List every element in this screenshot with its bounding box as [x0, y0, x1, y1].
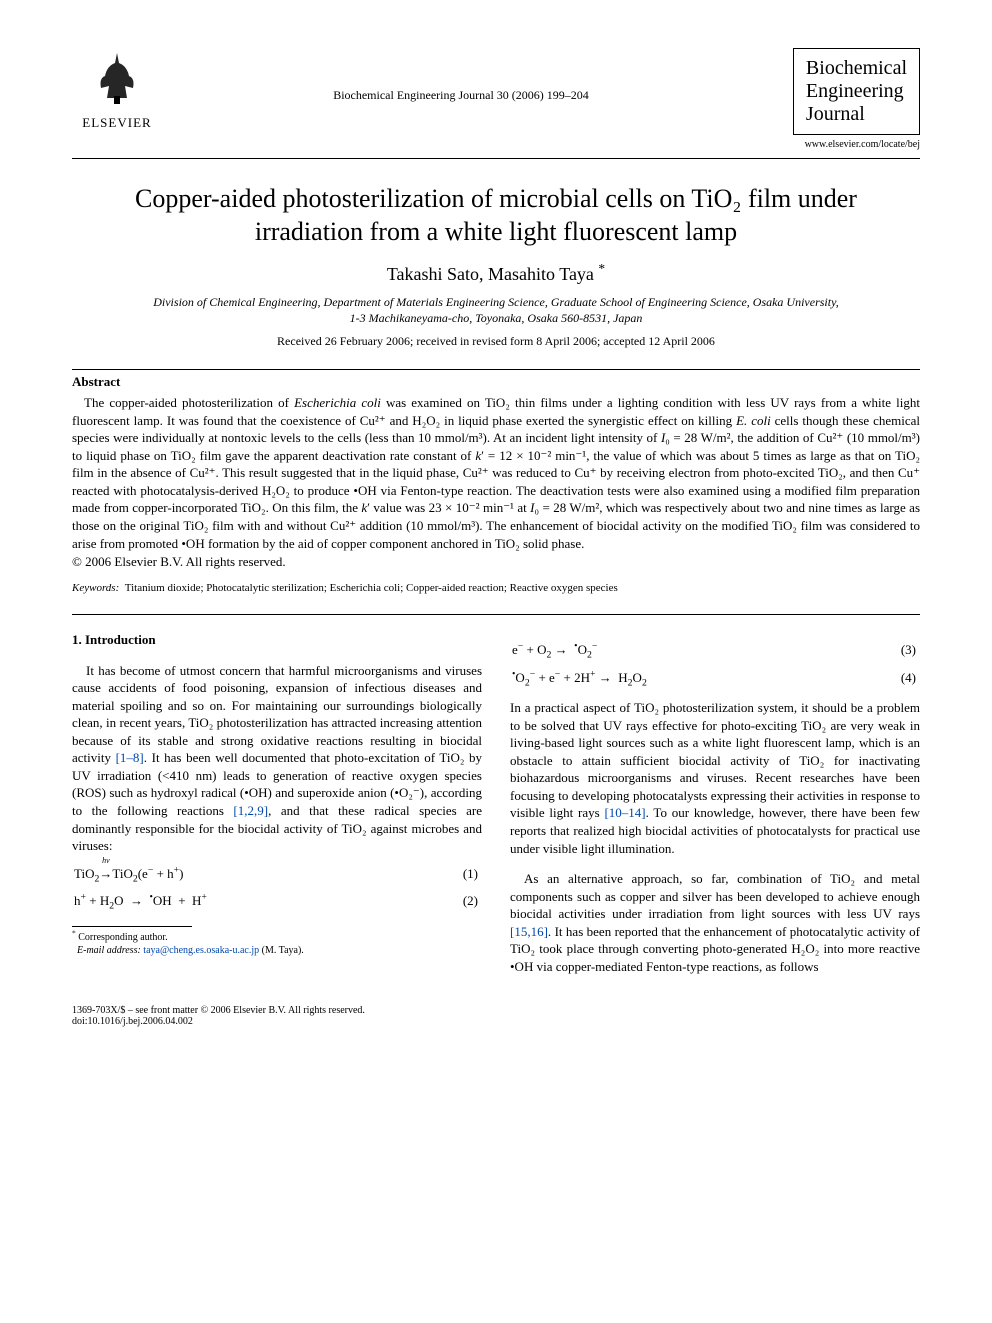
journal-reference: Biochemical Engineering Journal 30 (2006… [162, 88, 760, 103]
corresponding-footnote: * Corresponding author. E-mail address: … [72, 931, 482, 957]
left-column: 1. Introduction It has become of utmost … [72, 631, 482, 975]
email-address[interactable]: taya@cheng.es.osaka-u.ac.jp [143, 945, 259, 956]
equation-2-body: h+ + H2O → •OH + H+ [72, 892, 207, 910]
elsevier-tree-icon [87, 48, 147, 108]
journal-box-line3: Journal [806, 103, 865, 125]
journal-box-title: Biochemical Engineering Journal [793, 48, 920, 135]
footnote-rule [72, 926, 192, 927]
horizontal-rule [72, 158, 920, 159]
intro-paragraph-2: In a practical aspect of TiO₂ photosteri… [510, 699, 920, 857]
article-title: Copper-aided photosterilization of micro… [132, 183, 860, 248]
publisher-name: ELSEVIER [72, 115, 162, 131]
equation-4-body: •O2− + e− + 2H+ → H2O2 [510, 669, 647, 687]
page-footer: 1369-703X/$ – see front matter © 2006 El… [72, 1005, 920, 1027]
equation-3: e− + O2 → •O2− (3) [510, 641, 920, 659]
email-label: E-mail address: [77, 945, 141, 956]
right-column: e− + O2 → •O2− (3) •O2− + e− + 2H+ → H2O… [510, 631, 920, 975]
corresponding-marker: * [598, 261, 605, 276]
section-1-heading: 1. Introduction [72, 631, 482, 649]
keywords-label: Keywords: [72, 582, 119, 594]
journal-url: www.elsevier.com/locate/bej [760, 139, 920, 150]
intro-paragraph-1: It has become of utmost concern that har… [72, 662, 482, 855]
horizontal-rule [72, 614, 920, 615]
equation-4-number: (4) [901, 669, 920, 687]
header-row: ELSEVIER Biochemical Engineering Journal… [72, 48, 920, 150]
equation-3-body: e− + O2 → •O2− [510, 641, 597, 659]
journal-brand-box: Biochemical Engineering Journal www.else… [760, 48, 920, 150]
publisher-logo: ELSEVIER [72, 48, 162, 131]
keywords: Keywords: Titanium dioxide; Photocatalyt… [72, 582, 920, 594]
abstract-copyright: © 2006 Elsevier B.V. All rights reserved… [72, 554, 920, 570]
footer-line-2: doi:10.1016/j.bej.2006.04.002 [72, 1016, 920, 1027]
article-dates: Received 26 February 2006; received in r… [72, 334, 920, 349]
footer-line-1: 1369-703X/$ – see front matter © 2006 El… [72, 1005, 920, 1016]
journal-box-line2: Engineering [806, 80, 904, 102]
equation-2-number: (2) [463, 892, 482, 910]
affiliation: Division of Chemical Engineering, Depart… [152, 295, 840, 326]
author-names: Takashi Sato, Masahito Taya [387, 264, 594, 284]
abstract-heading: Abstract [72, 374, 920, 390]
equation-2: h+ + H2O → •OH + H+ (2) [72, 892, 482, 910]
page: ELSEVIER Biochemical Engineering Journal… [0, 0, 992, 1075]
horizontal-rule [72, 369, 920, 370]
intro-paragraph-3: As an alternative approach, so far, comb… [510, 870, 920, 975]
corr-label: Corresponding author. [78, 932, 167, 943]
equation-4: •O2− + e− + 2H+ → H2O2 (4) [510, 669, 920, 687]
equation-3-number: (3) [901, 641, 920, 659]
authors: Takashi Sato, Masahito Taya * [72, 264, 920, 285]
abstract-body: The copper-aided photosterilization of E… [72, 394, 920, 552]
email-name: (M. Taya). [262, 945, 304, 956]
equation-1-body: TiO2→hvTiO2(e− + h+) [72, 865, 184, 883]
keywords-values: Titanium dioxide; Photocatalytic sterili… [125, 582, 618, 594]
two-column-body: 1. Introduction It has become of utmost … [72, 631, 920, 975]
journal-box-line1: Biochemical [806, 57, 907, 79]
equation-1-number: (1) [463, 865, 482, 883]
equation-1: TiO2→hvTiO2(e− + h+) (1) [72, 865, 482, 883]
